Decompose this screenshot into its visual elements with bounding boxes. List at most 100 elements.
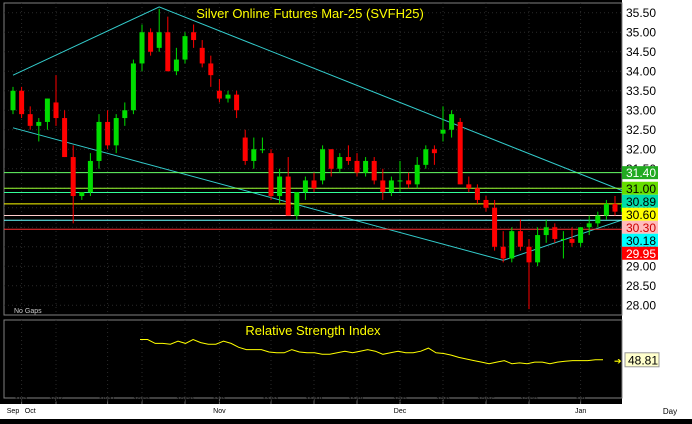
level-tag: 30.60 [622,207,658,222]
candle [139,24,145,72]
candle-body [79,192,85,197]
candle [44,98,50,130]
level-tag-bg [622,246,658,260]
candle-body [130,63,136,111]
candle-body [406,180,412,185]
level-tag: 30.89 [622,194,658,209]
level-tag-label: 30.60 [626,208,656,222]
rsi-title: Relative Strength Index [245,323,381,338]
candle [371,157,377,185]
x-tick-label: 10/1 [15,397,29,404]
level-tag-label: 31.00 [626,182,656,196]
candle [294,192,300,220]
candle [363,157,369,177]
candle-body [363,160,369,173]
candle-body [371,160,377,181]
rsi-line [140,338,603,365]
candle [208,55,214,87]
x-tick-label: 10/21 [133,397,151,404]
candle-body [466,184,472,189]
candle [517,219,523,251]
candle-body [53,102,59,119]
candle [62,110,68,158]
candle [612,196,618,216]
level-tag: 31.00 [622,181,658,196]
candle [526,238,532,310]
level-tag-bg [622,233,658,247]
month-label: Nov [213,408,226,415]
x-tick-label: 11/11 [263,397,280,404]
candle [79,192,85,200]
level-tag: 31.40 [622,166,658,180]
x-tick-label: 11/18 [306,397,323,404]
candle [466,176,472,193]
y-tick-label: 35.00 [626,25,656,39]
candle-body [302,180,308,193]
candle-body [105,121,111,146]
level-tag-bg [622,181,658,195]
candle-body [509,231,515,259]
candle [595,211,601,228]
candle [414,157,420,189]
candle [449,110,455,138]
candle [354,153,360,177]
candle-body [139,32,145,64]
y-tick-label: 29.00 [626,259,656,273]
candle [173,47,179,76]
y-tick-label: 28.50 [626,279,656,293]
candle-body [543,227,549,236]
level-tag-label: 31.40 [626,166,656,180]
level-tag-bg [622,194,658,208]
candle [259,137,265,154]
month-label: Jan [575,408,586,415]
level-tag: 30.18 [622,233,658,248]
candle [268,149,274,200]
candle-body [328,149,334,169]
candle [457,118,463,185]
candle [397,160,403,193]
level-tag-bg [622,207,658,221]
candle [225,90,231,103]
candle [320,145,326,185]
candle-body [251,149,257,161]
candle [165,16,171,72]
candle-body [268,153,274,197]
candle-body [122,110,128,119]
level-tag-bg [622,220,658,234]
month-label: Dec [394,408,407,415]
candle [560,231,566,259]
candle-body [173,59,179,72]
candle-body [560,238,566,240]
candle [311,172,317,193]
x-tick-label: 10/7 [49,397,63,404]
candle-body [354,160,360,173]
x-tick-label: 12/16 [477,397,495,404]
candle-body [113,118,119,146]
candle [242,129,248,165]
candle-body [388,180,394,193]
candle [535,227,541,267]
x-axis-day-label: Day [663,407,677,416]
candle-body [337,157,343,169]
candle [53,75,59,126]
candle [406,172,412,189]
candle [552,223,558,243]
candle-body [191,32,197,41]
candle-body [199,47,205,64]
candle [87,153,93,197]
candle-body [440,129,446,134]
candle-body [578,227,584,243]
x-tick-label: 1/2 [576,397,586,404]
candle [345,145,351,165]
candle [328,149,334,177]
level-tag-label: 30.18 [626,234,656,248]
candle-body [492,207,498,247]
candle [36,118,42,142]
candle-body [612,203,618,212]
candle-body [449,114,455,130]
candle [483,196,489,212]
candle [70,145,76,224]
x-tick-label: 11/1 [213,397,226,404]
candle-body [311,180,317,189]
candle-body [500,246,506,259]
